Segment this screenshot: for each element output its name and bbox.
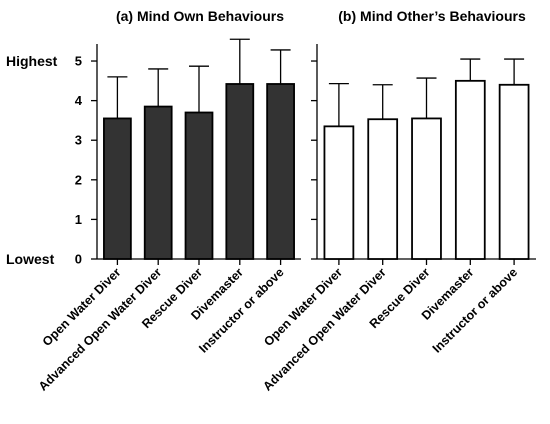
bar xyxy=(266,83,295,260)
bar xyxy=(367,118,399,260)
bar xyxy=(103,117,132,260)
y-tick-label: 5 xyxy=(75,54,82,69)
bar xyxy=(323,125,355,260)
x-tick-label: Instructor or above xyxy=(430,265,520,355)
bar xyxy=(498,83,530,260)
panel-a: (a) Mind Own Behaviours 0 1 2 3 4 5 Highest Lowe… xyxy=(6,8,301,394)
y-tick-label: 3 xyxy=(75,133,82,148)
bar xyxy=(454,79,486,260)
y-anchor-label-bottom: Lowest xyxy=(6,251,55,267)
bar xyxy=(143,105,173,260)
bar xyxy=(411,117,442,260)
y-tick-label: 4 xyxy=(75,93,83,108)
y-tick-label: 1 xyxy=(75,212,82,227)
x-tick-label: Open Water Diver xyxy=(40,265,124,349)
chart-title: (a) Mind Own Behaviours xyxy=(116,8,284,24)
y-tick-label: 2 xyxy=(75,172,82,187)
y-anchor-label-top: Highest xyxy=(6,53,58,69)
chart-title: (b) Mind Other’s Behaviours xyxy=(338,8,526,24)
bar xyxy=(184,111,214,260)
y-tick-label: 0 xyxy=(75,252,82,267)
bar xyxy=(225,83,255,260)
